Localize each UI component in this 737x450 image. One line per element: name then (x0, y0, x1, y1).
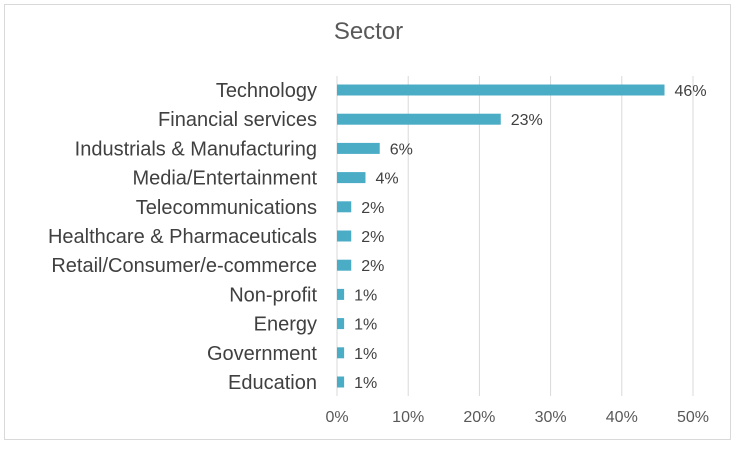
category-label: Energy (254, 314, 317, 336)
bar (337, 84, 665, 96)
bar (337, 347, 345, 359)
x-tick-label: 20% (463, 409, 495, 426)
bar (337, 113, 501, 125)
bar (337, 376, 345, 388)
data-labels: 46% 23% 6% 4% 2% 2% 2% 1% 1% 1% 1% (354, 83, 706, 392)
category-label: Telecommunications (136, 197, 317, 219)
bar (337, 142, 380, 154)
data-label: 2% (361, 229, 384, 246)
bar (337, 201, 352, 213)
bar (337, 172, 366, 184)
data-label: 23% (511, 112, 543, 129)
x-tick-label: 10% (392, 409, 424, 426)
bar (337, 318, 345, 330)
data-label: 6% (390, 141, 413, 158)
bar (337, 259, 352, 271)
data-label: 1% (354, 287, 377, 304)
category-label: Media/Entertainment (132, 168, 317, 190)
data-label: 2% (361, 200, 384, 217)
chart-title: Sector (333, 18, 404, 45)
bars (337, 84, 665, 388)
category-labels: Technology Financial services Industrials … (48, 80, 317, 394)
x-tick-label: 40% (606, 409, 638, 426)
data-label: 4% (375, 171, 398, 188)
gridlines (336, 76, 694, 396)
x-tick-label: 50% (677, 409, 709, 426)
bar (337, 288, 345, 300)
category-label: Government (207, 343, 317, 365)
category-label: Retail/Consumer/e-commerce (51, 255, 317, 277)
x-axis-ticks: 0% 10% 20% 30% 40% 50% (325, 409, 709, 426)
x-tick-label: 30% (535, 409, 567, 426)
data-label: 1% (354, 346, 377, 363)
category-label: Non-profit (229, 284, 317, 306)
data-label: 1% (354, 375, 377, 392)
data-label: 46% (675, 83, 707, 100)
chart-frame (4, 4, 731, 440)
category-label: Healthcare & Pharmaceuticals (48, 226, 317, 248)
category-label: Technology (216, 80, 317, 102)
category-label: Education (228, 372, 317, 394)
data-label: 2% (361, 258, 384, 275)
category-label: Industrials & Manufacturing (75, 138, 317, 160)
x-tick-label: 0% (325, 409, 348, 426)
data-label: 1% (354, 317, 377, 334)
category-label: Financial services (158, 109, 317, 131)
bar (337, 230, 352, 242)
